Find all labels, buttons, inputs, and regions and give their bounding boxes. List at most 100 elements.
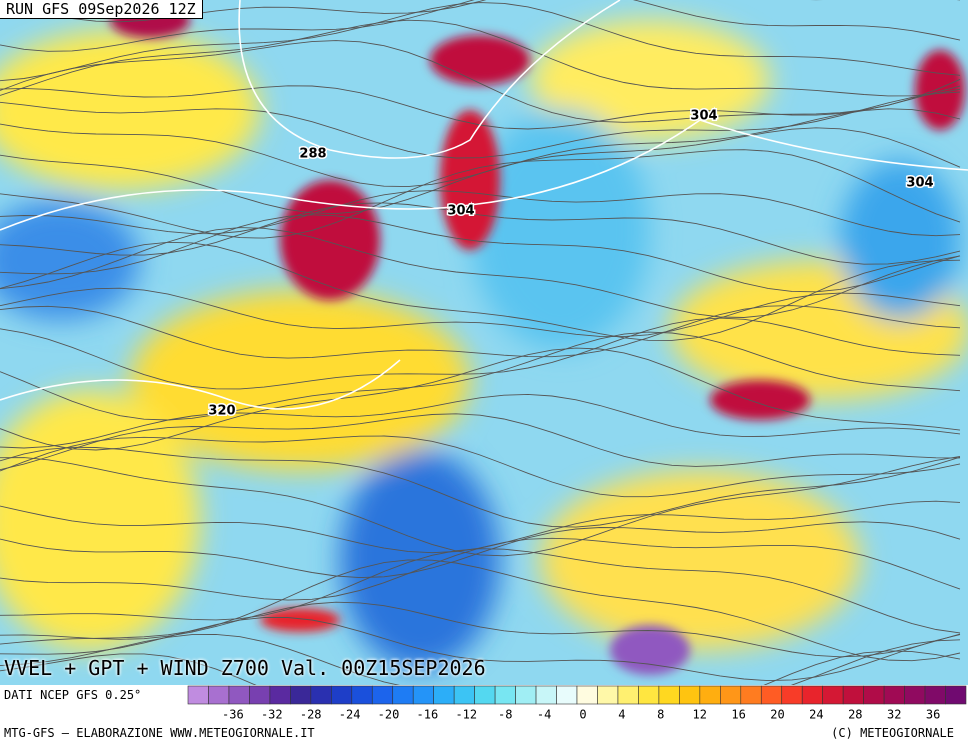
legend-tick-label: -24 — [339, 708, 361, 722]
contour-label: 320 — [208, 404, 235, 419]
streamline — [0, 601, 961, 658]
color-box — [760, 685, 783, 705]
color-box — [801, 685, 823, 705]
color-box — [290, 685, 312, 705]
legend-tick-label: 16 — [731, 708, 745, 722]
streamline — [0, 202, 961, 265]
streamline — [0, 455, 961, 557]
streamline — [0, 0, 961, 52]
contour-label: 288 — [299, 147, 326, 162]
streamline — [0, 2, 961, 82]
color-box — [842, 685, 864, 705]
streamline — [0, 91, 961, 159]
legend-tick-label: -36 — [222, 708, 244, 722]
legend-tick-label: -28 — [300, 708, 322, 722]
legend-tick-label: 8 — [657, 708, 664, 722]
streamline — [0, 413, 961, 471]
streamline — [0, 40, 961, 123]
streamline — [0, 127, 961, 215]
color-box — [863, 685, 885, 705]
color-box — [351, 685, 373, 705]
contour-label: 304 — [690, 109, 717, 124]
streamline — [0, 537, 961, 601]
legend-tick-label: 0 — [579, 708, 586, 722]
streamline — [0, 305, 961, 359]
streamline — [0, 446, 961, 528]
field-spots — [110, 2, 965, 675]
data-source: DATI NCEP GFS 0.25° — [4, 688, 142, 702]
color-box — [208, 685, 230, 705]
legend-tick-label: -8 — [498, 708, 512, 722]
color-box — [658, 685, 680, 705]
map-title: VVEL + GPT + WIND Z700 Val. 00Z15SEP2026 — [4, 656, 486, 680]
streamline — [0, 190, 961, 237]
legend-tick-label: 28 — [848, 708, 862, 722]
legend-tick-label: -12 — [455, 708, 477, 722]
streamline — [0, 214, 961, 293]
color-box — [679, 685, 701, 705]
streamline — [0, 317, 961, 390]
streamline — [0, 287, 961, 338]
color-box — [617, 685, 639, 705]
legend-tick-label: -20 — [378, 708, 400, 722]
color-box — [535, 685, 557, 705]
contours — [0, 0, 968, 410]
color-box — [945, 685, 967, 705]
color-box — [556, 685, 578, 705]
legend-tick-label: -32 — [261, 708, 283, 722]
color-box — [699, 685, 721, 705]
color-box — [576, 685, 598, 705]
legend-tick-label: -16 — [417, 708, 439, 722]
streamline — [0, 241, 961, 341]
color-box — [904, 685, 926, 705]
run-label: RUN GFS 09Sep2026 12Z — [0, 0, 203, 19]
legend-tick-label: -4 — [537, 708, 551, 722]
streamline — [0, 149, 961, 239]
color-box — [822, 685, 844, 705]
color-box — [740, 685, 762, 705]
color-box — [187, 685, 209, 705]
streamline — [0, 227, 961, 318]
streamline — [0, 347, 961, 451]
legend-tick-label: 4 — [618, 708, 625, 722]
color-box — [412, 685, 434, 705]
streamline — [0, 393, 961, 449]
contour-label: 304 — [906, 176, 933, 191]
map: 288 304 304 304 320 — [0, 0, 968, 685]
color-box — [597, 685, 619, 705]
color-box — [310, 685, 332, 705]
color-box — [433, 685, 455, 705]
color-box — [249, 685, 271, 705]
streamline — [0, 633, 961, 685]
color-legend: -36 -32 -28 -24 -20 -16 -12 -8 -4 0 4 8 12 16 20 24 28 32… — [187, 685, 967, 722]
color-box — [638, 685, 660, 705]
color-box — [228, 685, 250, 705]
color-box — [494, 685, 516, 705]
streamline — [0, 559, 961, 662]
legend-tick-label: 12 — [692, 708, 706, 722]
streamline — [0, 435, 961, 498]
color-box — [924, 685, 946, 705]
color-box — [392, 685, 414, 705]
color-box — [515, 685, 537, 705]
legend-tick-label: 24 — [809, 708, 823, 722]
footer-left: MTG-GFS — ELABORAZIONE WWW.METEOGIORNALE… — [4, 726, 315, 740]
color-box — [453, 685, 475, 705]
streamline — [0, 650, 961, 685]
legend-tick-label: 32 — [887, 708, 901, 722]
field-blobs — [0, 20, 968, 670]
streamline — [0, 19, 961, 97]
color-box — [781, 685, 803, 705]
color-box — [371, 685, 394, 705]
footer-right: (C) METEOGIORNALE — [831, 726, 954, 740]
color-box — [331, 685, 353, 705]
color-box — [883, 685, 905, 705]
streamline — [0, 548, 961, 634]
streamline — [0, 521, 961, 579]
color-box — [269, 685, 291, 705]
color-box — [720, 685, 742, 705]
contour-label: 304 — [447, 204, 474, 219]
legend-tick-label: 20 — [770, 708, 784, 722]
streamline — [0, 331, 961, 421]
